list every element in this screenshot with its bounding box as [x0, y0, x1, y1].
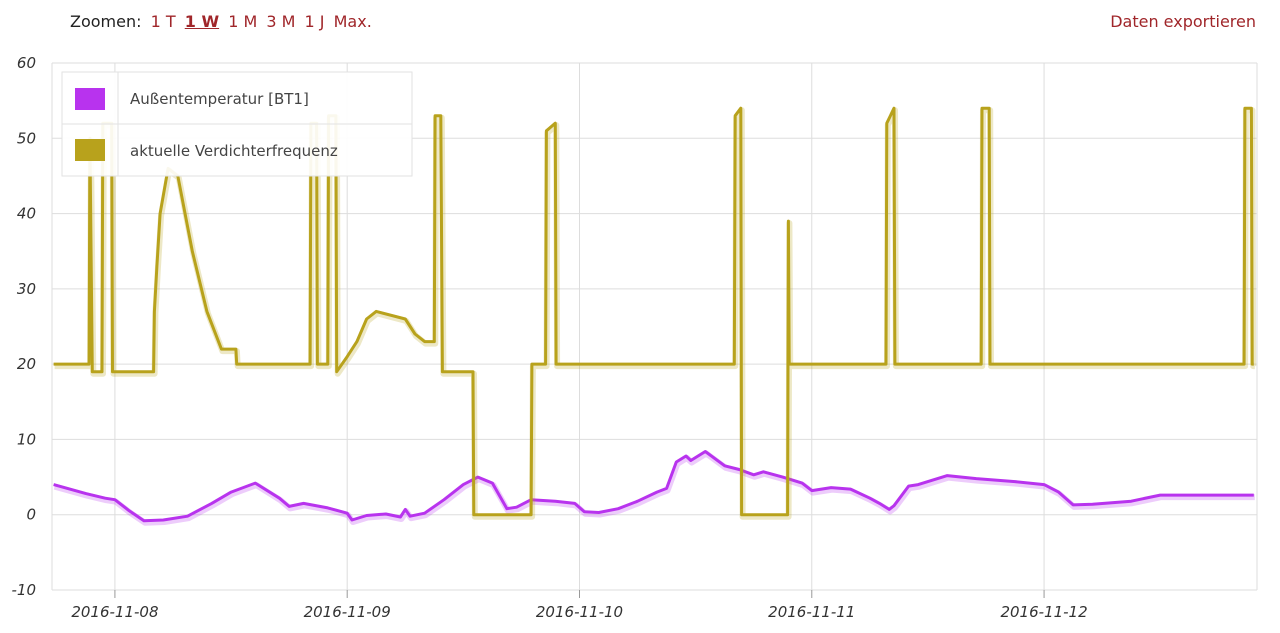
chart-legend[interactable]: Außentemperatur [BT1] aktuelle Verdichte… — [61, 71, 413, 177]
x-tick-label: 2016-11-11 — [768, 603, 855, 621]
y-tick-label: 50 — [17, 129, 36, 147]
series-line-verdichterfrequenz — [53, 106, 1254, 517]
x-tick-label: 2016-11-10 — [536, 603, 623, 621]
series-line-aussentemperatur-shadow — [53, 450, 1255, 526]
zoom-option-max[interactable]: Max. — [333, 12, 372, 31]
y-tick-label: 40 — [17, 205, 36, 223]
y-tick-label: 0 — [26, 506, 36, 524]
chart-toolbar: Zoomen: 1 T 1 W 1 M 3 M 1 J Max. Daten e… — [0, 0, 1280, 46]
zoom-selector: Zoomen: 1 T 1 W 1 M 3 M 1 J Max. — [70, 12, 372, 31]
legend-swatch-verdichterfrequenz — [75, 139, 105, 161]
x-tick-label: 2016-11-12 — [1000, 603, 1087, 621]
y-tick-label: 60 — [17, 54, 36, 72]
series-line-aussentemperatur — [53, 450, 1254, 523]
zoom-option-3m[interactable]: 3 M — [266, 12, 296, 31]
legend-swatch-aussentemperatur — [75, 88, 105, 110]
zoom-option-1t[interactable]: 1 T — [150, 12, 176, 31]
x-tick-label: 2016-11-08 — [71, 603, 158, 621]
y-tick-label: 20 — [17, 355, 36, 373]
legend-label-aussentemperatur: Außentemperatur [BT1] — [130, 90, 309, 108]
x-tick-label: 2016-11-09 — [304, 603, 391, 621]
y-tick-label: 30 — [17, 280, 36, 298]
legend-label-verdichterfrequenz: aktuelle Verdichterfrequenz — [130, 142, 338, 160]
y-axis-ticks: -10 0 10 20 30 40 50 60 — [12, 54, 37, 599]
x-axis-ticks: 2016-11-08 2016-11-09 2016-11-10 2016-11-11… — [71, 603, 1087, 621]
zoom-label: Zoomen: — [70, 12, 142, 31]
zoom-option-1j[interactable]: 1 J — [304, 12, 325, 31]
chart-series — [53, 106, 1257, 526]
y-tick-label: -10 — [12, 581, 37, 599]
zoom-option-1w[interactable]: 1 W — [184, 12, 220, 31]
y-tick-label: 10 — [17, 430, 36, 448]
zoom-option-1m[interactable]: 1 M — [228, 12, 258, 31]
export-data-link[interactable]: Daten exportieren — [1110, 12, 1256, 31]
